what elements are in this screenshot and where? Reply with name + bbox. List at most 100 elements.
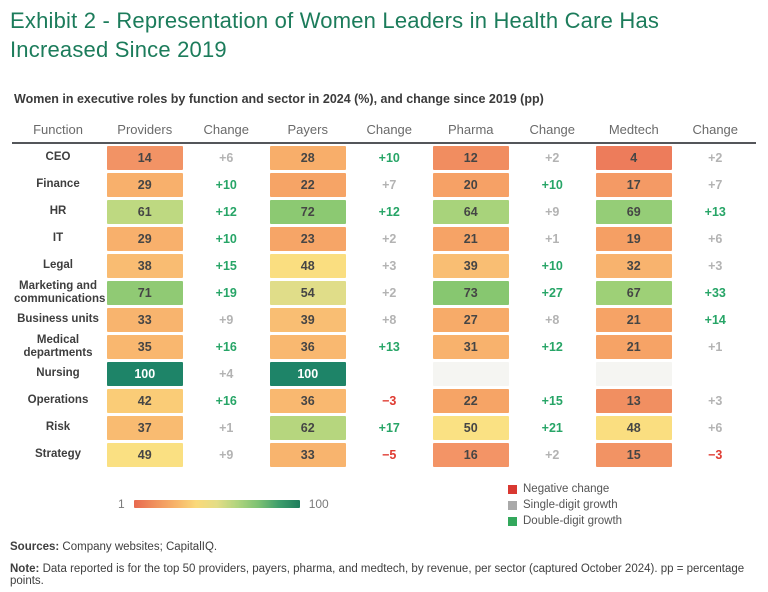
value-cell: 21 xyxy=(433,226,509,251)
table-header-cell-function: Function xyxy=(33,121,83,137)
change-cell: +2 xyxy=(382,231,397,246)
table-row: Finance 29 +10 22 +7 20 +10 17 +7 xyxy=(12,171,756,198)
change-cell: −3 xyxy=(382,393,397,408)
value-cell: 49 xyxy=(107,442,183,467)
table-header-cell-pharma: Pharma xyxy=(447,121,494,137)
change-cell: +6 xyxy=(708,420,723,435)
value-cell xyxy=(433,361,509,386)
value-cell: 33 xyxy=(107,307,183,332)
change-cell: +16 xyxy=(215,393,237,408)
change-cell: +19 xyxy=(215,285,237,300)
change-cell: +10 xyxy=(378,150,400,165)
value-cell: 61 xyxy=(107,199,183,224)
table-row: Business units 33 +9 39 +8 27 +8 21 +14 xyxy=(12,306,756,333)
sources-text: Company websites; CapitalIQ. xyxy=(59,541,218,553)
table-header-cell-medtech: Medtech xyxy=(608,121,659,137)
table-header-cell-change: Change xyxy=(529,121,576,137)
change-cell: +7 xyxy=(382,177,397,192)
value-cell xyxy=(596,361,672,386)
value-cell: 28 xyxy=(270,145,346,170)
change-cell: +21 xyxy=(541,420,563,435)
change-legend: Negative change Single-digit growth Double… xyxy=(508,481,622,529)
sources-label: Sources: xyxy=(10,541,60,553)
legend-label: Double-digit growth xyxy=(523,515,623,527)
change-cell: −5 xyxy=(382,447,397,462)
chart-subtitle: Women in executive roles by function and… xyxy=(14,92,544,106)
value-cell: 37 xyxy=(107,415,183,440)
legend-swatch xyxy=(508,484,517,494)
change-cell: +3 xyxy=(708,258,723,273)
change-cell: +33 xyxy=(704,285,726,300)
value-cell: 35 xyxy=(107,334,183,359)
value-cell: 23 xyxy=(270,226,346,251)
table-body: CEO 14 +6 28 +10 12 +2 4 +2 Finance 29 +10 22 +7 20 +10… xyxy=(12,144,756,468)
change-cell: +9 xyxy=(219,447,234,462)
legend-swatch xyxy=(508,500,517,510)
value-cell: 69 xyxy=(596,199,672,224)
value-cell: 42 xyxy=(107,388,183,413)
change-cell: +12 xyxy=(215,204,237,219)
function-label: Nursing xyxy=(36,367,80,380)
value-cell: 19 xyxy=(596,226,672,251)
change-cell: +9 xyxy=(545,204,560,219)
heatmap-table: Function Providers Change Payers Change Pharm… xyxy=(12,116,756,468)
table-row: Marketing and communications 71 +19 54 +2 73 +… xyxy=(12,279,756,306)
data-note: Note: Data reported is for the top 50 pr… xyxy=(10,563,762,587)
value-cell: 73 xyxy=(433,280,509,305)
value-cell: 16 xyxy=(433,442,509,467)
change-cell: +27 xyxy=(541,285,563,300)
function-label: Legal xyxy=(42,259,74,272)
value-cell: 21 xyxy=(596,307,672,332)
change-cell: +12 xyxy=(378,204,400,219)
value-cell: 64 xyxy=(433,199,509,224)
table-row: Nursing 100 +4 100 xyxy=(12,360,756,387)
table-header-cell-providers: Providers xyxy=(117,121,173,137)
change-cell: +8 xyxy=(545,312,560,327)
value-cell: 32 xyxy=(596,253,672,278)
page-title: Exhibit 2 - Representation of Women Lead… xyxy=(10,8,660,63)
value-cell: 29 xyxy=(107,172,183,197)
table-row: Risk 37 +1 62 +17 50 +21 48 +6 xyxy=(12,414,756,441)
value-cell: 29 xyxy=(107,226,183,251)
change-cell: −3 xyxy=(708,447,723,462)
value-cell: 48 xyxy=(270,253,346,278)
change-cell: +16 xyxy=(215,339,237,354)
table-header-cell-payers: Payers xyxy=(287,121,328,137)
legend-swatch xyxy=(508,516,517,526)
change-cell: +13 xyxy=(704,204,726,219)
function-label: HR xyxy=(49,205,67,218)
value-cell: 100 xyxy=(107,361,183,386)
legend-item: Single-digit growth xyxy=(508,497,622,513)
legend-item: Negative change xyxy=(508,481,622,497)
table-header-row: Function Providers Change Payers Change Pharm… xyxy=(12,116,756,144)
change-cell: +6 xyxy=(708,231,723,246)
legend-label: Negative change xyxy=(523,483,610,495)
value-cell: 62 xyxy=(270,415,346,440)
table-header-cell-change: Change xyxy=(203,121,250,137)
change-cell: +2 xyxy=(708,150,723,165)
change-cell: +7 xyxy=(708,177,723,192)
change-cell: +4 xyxy=(219,366,234,381)
value-cell: 33 xyxy=(270,442,346,467)
value-cell: 15 xyxy=(596,442,672,467)
value-cell: 12 xyxy=(433,145,509,170)
change-cell: +2 xyxy=(382,285,397,300)
change-cell: +10 xyxy=(541,177,563,192)
value-cell: 71 xyxy=(107,280,183,305)
change-cell: +10 xyxy=(215,177,237,192)
change-cell: +1 xyxy=(545,231,560,246)
table-row: Medical departments 35 +16 36 +13 31 +12 21 +1 xyxy=(12,333,756,360)
value-cell: 22 xyxy=(270,172,346,197)
change-cell: +14 xyxy=(704,312,726,327)
change-cell: +17 xyxy=(378,420,400,435)
function-label: IT xyxy=(52,232,64,245)
change-cell: +15 xyxy=(215,258,237,273)
function-label: Business units xyxy=(17,313,99,326)
function-label: Finance xyxy=(36,178,80,191)
change-cell: +1 xyxy=(708,339,723,354)
table-header-cell-change: Change xyxy=(692,121,739,137)
change-cell: +3 xyxy=(382,258,397,273)
table-row: CEO 14 +6 28 +10 12 +2 4 +2 xyxy=(12,144,756,171)
value-cell: 39 xyxy=(433,253,509,278)
